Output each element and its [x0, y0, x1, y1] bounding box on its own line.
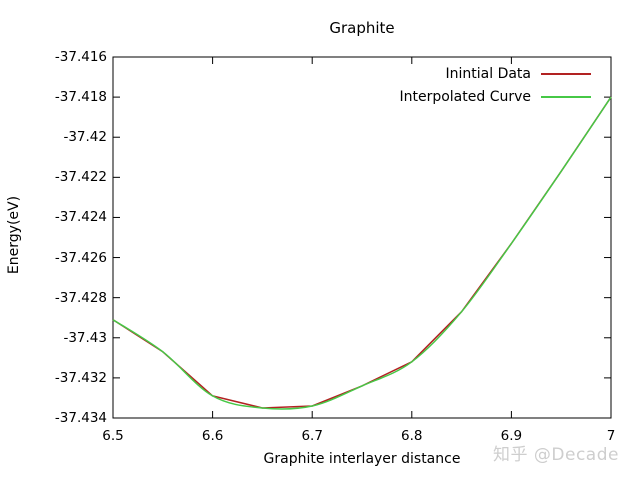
watermark: 知乎 @Decade — [493, 445, 619, 465]
y-axis-label: Energy(eV) — [6, 195, 22, 275]
legend-line-red — [541, 72, 591, 75]
y-tick-label: -37.434 — [54, 410, 107, 426]
x-tick-label: 6.8 — [401, 428, 423, 444]
x-tick-label: 6.7 — [301, 428, 323, 444]
legend-label-initial-data: Inintial Data — [445, 65, 532, 82]
legend: Inintial Data Interpolated Curve — [399, 62, 591, 108]
legend-line-green — [541, 95, 591, 98]
x-tick-label: 6.5 — [102, 428, 124, 444]
y-tick-label: -37.428 — [54, 289, 107, 306]
series-interpolated-curve-line — [112, 96, 612, 410]
x-tick-label: 6.6 — [201, 428, 224, 444]
y-tick-label: -37.424 — [54, 209, 107, 226]
y-tick-label: -37.422 — [54, 169, 107, 186]
x-axis-label: Graphite interlayer distance — [263, 451, 461, 467]
y-tick-label: -37.43 — [63, 329, 107, 346]
y-tick-label: -37.42 — [63, 129, 107, 146]
y-tick-label: -37.426 — [54, 249, 107, 266]
y-tick-label: -37.416 — [54, 49, 107, 65]
y-tick-label: -37.432 — [54, 369, 107, 386]
legend-entry-interpolated-curve: Interpolated Curve — [399, 85, 591, 108]
legend-label-interpolated-curve: Interpolated Curve — [399, 88, 531, 105]
y-tick-label: -37.418 — [54, 89, 107, 106]
chart-title: Graphite — [329, 19, 395, 37]
series-initial-data-line — [112, 96, 612, 409]
x-tick-label: 7 — [606, 428, 616, 444]
legend-entry-initial-data: Inintial Data — [399, 62, 591, 85]
x-tick-label: 6.9 — [500, 428, 523, 444]
plot-border — [112, 56, 612, 419]
